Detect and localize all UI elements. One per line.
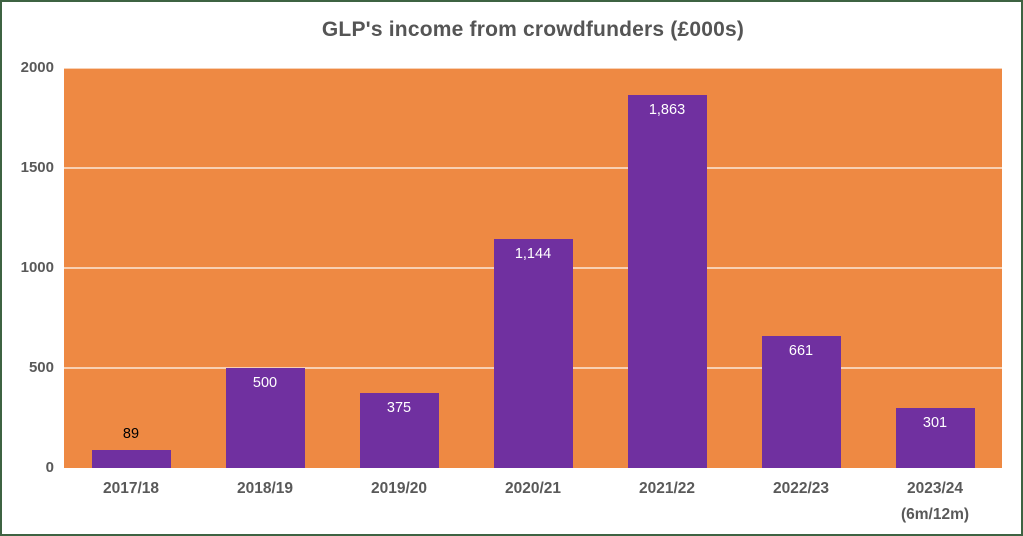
x-tick-label: 2021/22 bbox=[638, 480, 696, 497]
bar-value-label: 301 bbox=[922, 414, 948, 431]
y-tick-label: 500 bbox=[28, 359, 54, 376]
bar-value-label: 375 bbox=[386, 400, 412, 416]
bar bbox=[493, 239, 573, 468]
bar-value-label: 500 bbox=[252, 375, 278, 391]
bar bbox=[359, 393, 439, 468]
y-tick-label: 2000 bbox=[20, 59, 54, 76]
gridline bbox=[64, 167, 1002, 169]
plot-area: 89 500 375 1,144 1,863 661 301 bbox=[64, 67, 1002, 468]
bar bbox=[761, 335, 841, 468]
x-tick-label: 2019/20 bbox=[370, 480, 428, 497]
x-tick-label: 2022/23 bbox=[772, 480, 830, 497]
x-tick-label: 2018/19 bbox=[236, 480, 294, 497]
bar-value-label: 89 bbox=[122, 426, 140, 443]
bar bbox=[225, 368, 305, 468]
y-tick-label: 1500 bbox=[20, 159, 54, 176]
gridline bbox=[64, 67, 1002, 69]
bar-value-label: 1,863 bbox=[648, 102, 686, 119]
y-tick-label: 1000 bbox=[20, 259, 54, 276]
bar bbox=[895, 407, 975, 468]
x-tick-label: 2023/24 (6m/12m) bbox=[900, 480, 970, 523]
bar-value-label: 661 bbox=[788, 342, 814, 359]
bar-value-label: 1,144 bbox=[514, 246, 552, 263]
chart-title: GLP's income from crowdfunders (£000s) bbox=[321, 18, 745, 41]
x-tick-label: 2017/18 bbox=[102, 480, 160, 497]
bar bbox=[627, 95, 707, 468]
x-tick-label: 2020/21 bbox=[504, 480, 562, 497]
y-tick-label: 0 bbox=[45, 459, 54, 476]
bar bbox=[91, 450, 171, 468]
